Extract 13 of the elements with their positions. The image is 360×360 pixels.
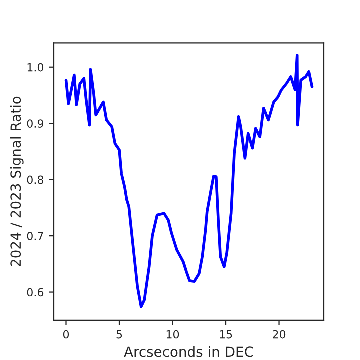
- x-tick-label: 5: [116, 330, 122, 339]
- y-tick-label: 0.6: [27, 288, 44, 297]
- y-axis-title: 2024 / 2023 Signal Ratio: [10, 96, 24, 266]
- x-tick-label: 15: [220, 330, 232, 339]
- y-tick-label: 0.7: [27, 232, 44, 240]
- x-axis-title: Arcseconds in DEC: [124, 346, 254, 358]
- x-tick-label: 10: [166, 330, 180, 339]
- x-tick-label: 20: [273, 330, 286, 339]
- y-tick-label: 1.0: [28, 63, 44, 72]
- x-tick-label: 0: [63, 330, 70, 339]
- y-tick-label: 0.9: [27, 120, 44, 128]
- y-tick-label: 0.8: [27, 176, 44, 184]
- line-series: [64, 54, 314, 308]
